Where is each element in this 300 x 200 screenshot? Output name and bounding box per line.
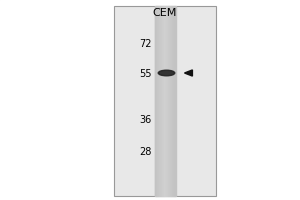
Bar [166,6,167,196]
Bar [172,6,173,196]
Bar [161,6,162,196]
Bar [154,6,155,196]
Bar [164,6,165,196]
Polygon shape [184,70,192,76]
Bar [114,6,216,196]
Text: CEM: CEM [153,8,177,18]
Bar [160,6,161,196]
Bar [165,6,166,196]
Bar [167,6,168,196]
Bar [173,6,174,196]
Bar [162,6,163,196]
Bar [158,6,159,196]
Text: 28: 28 [139,147,152,157]
Text: 72: 72 [139,39,152,49]
Text: 55: 55 [139,69,152,79]
Bar [174,6,175,196]
Bar [159,6,160,196]
Bar [171,6,172,196]
Bar [169,6,170,196]
Bar [168,6,169,196]
Ellipse shape [158,70,175,76]
Bar [155,6,156,196]
Text: 36: 36 [139,115,152,125]
Bar [156,6,157,196]
Bar [170,6,171,196]
Bar [163,6,164,196]
Bar [157,6,158,196]
